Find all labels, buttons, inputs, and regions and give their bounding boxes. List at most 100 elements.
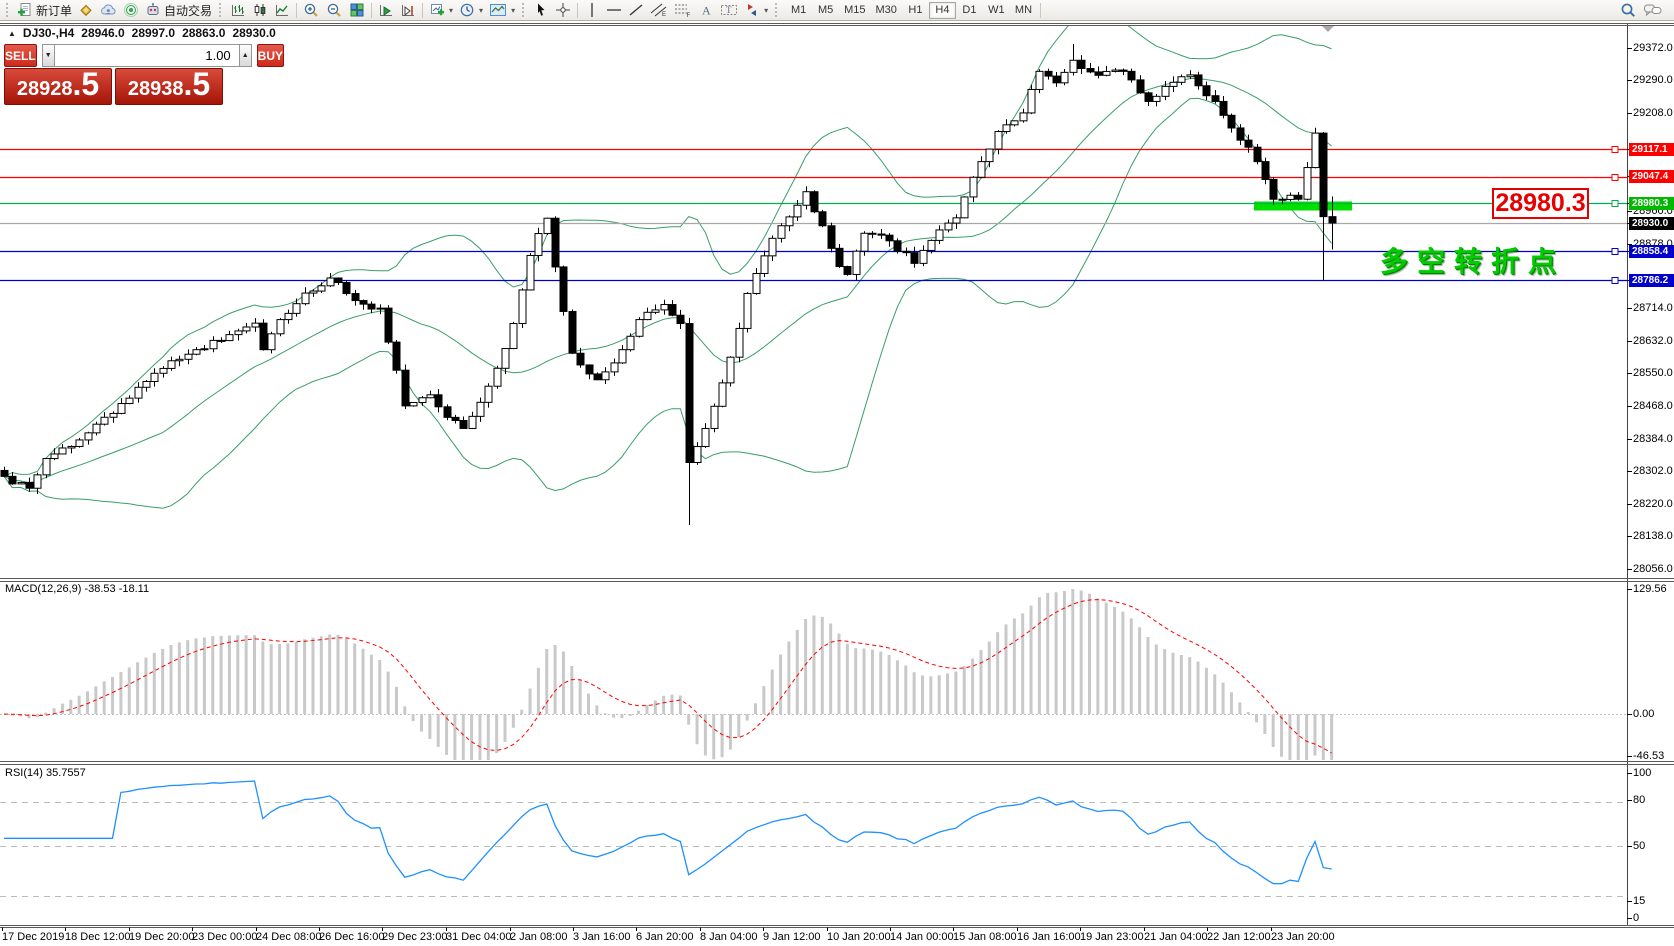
text-button[interactable]: A [695, 1, 717, 20]
autotrading-label: 自动交易 [164, 3, 213, 18]
volume-decrease-button[interactable]: ▼ [41, 44, 55, 67]
price-tick: 28302.0 [1633, 465, 1673, 477]
fibonacci-button[interactable]: F [671, 1, 695, 20]
new-order-button[interactable]: 新订单 [14, 1, 75, 20]
cursor-button[interactable] [530, 1, 552, 20]
time-label: 8 Jan 04:00 [700, 931, 758, 943]
time-label: 22 Jan 12:00 [1207, 931, 1271, 943]
dropdown-arrow-icon: ▾ [449, 5, 454, 15]
buy-button[interactable]: BUY [256, 44, 285, 67]
equidistant-channel-button[interactable]: E [647, 1, 671, 20]
time-label: 21 Jan 04:00 [1144, 931, 1208, 943]
macd-indicator-label: MACD(12,26,9) -38.53 -18.11 [5, 583, 150, 595]
timeframe-h4[interactable]: H4 [928, 1, 956, 19]
line-chart-button[interactable] [271, 1, 293, 20]
toolbar-separator [296, 2, 298, 18]
new-chart-button[interactable]: ▾ [426, 1, 456, 20]
green-zone-rectangle [1254, 201, 1352, 211]
macd-tick: 0.00 [1633, 708, 1655, 720]
svg-text:F: F [687, 13, 691, 18]
metaeditor-button[interactable] [75, 1, 97, 20]
search-icon [1621, 3, 1635, 17]
line-chart-icon [276, 5, 289, 16]
sell-price-button[interactable]: 28928.5 [4, 68, 112, 105]
crosshair-button[interactable] [552, 1, 574, 20]
zoom-out-button[interactable] [323, 1, 346, 20]
timeframe-m5[interactable]: M5 [817, 4, 834, 16]
volume-increase-button[interactable]: ▲ [238, 44, 252, 67]
time-label: 23 Jan 20:00 [1271, 931, 1335, 943]
new-order-icon [18, 3, 31, 16]
timeframe-m1[interactable]: M1 [790, 4, 807, 16]
arrows-icon [748, 4, 757, 16]
time-label: 16 Jan 16:00 [1017, 931, 1081, 943]
sell-button[interactable]: SELL [4, 44, 37, 67]
symbol-header: ▲ DJ30-,H4 28946.0 28997.0 28863.0 28930… [8, 26, 276, 40]
search-button[interactable] [1617, 1, 1640, 20]
symbol-name: DJ30-,H4 [22, 26, 75, 40]
volume-input[interactable] [54, 44, 239, 67]
horizontal-line-icon [607, 9, 622, 11]
svg-text:T: T [726, 5, 732, 15]
chart-shift-button[interactable] [397, 1, 419, 20]
timeframe-d1[interactable]: D1 [962, 4, 977, 16]
cursor-icon [538, 3, 545, 16]
crosshair-icon [556, 3, 571, 17]
price-tick: 29372.0 [1633, 42, 1673, 54]
candlestick-chart-button[interactable] [249, 1, 271, 20]
collapse-panel-arrow[interactable]: ▲ [8, 28, 16, 38]
price-chip: 28786.2 [1629, 273, 1674, 287]
bar-chart-button[interactable] [227, 1, 249, 20]
arrows-button[interactable]: ▾ [741, 1, 771, 20]
community-button[interactable] [97, 1, 120, 20]
vertical-line-icon [591, 3, 593, 17]
time-label: 29 Dec 23:00 [382, 931, 448, 943]
price-chip: 29047.4 [1629, 169, 1674, 183]
chat-icon [1644, 4, 1662, 17]
timeframe-h1[interactable]: H1 [908, 4, 923, 16]
autotrading-button[interactable]: 自动交易 [142, 1, 215, 20]
bar-open: 28946.0 [81, 26, 125, 40]
rsi-tick: 50 [1633, 840, 1646, 852]
horizontal-line-button[interactable] [603, 1, 625, 20]
chat-button[interactable] [1640, 1, 1666, 20]
turning-point-annotation[interactable]: 多空转折点 [1380, 246, 1566, 277]
templates-button[interactable]: ▾ [486, 1, 518, 20]
price-chip: 28930.0 [1629, 216, 1674, 230]
price-tick: 28220.0 [1633, 498, 1673, 510]
time-axis[interactable] [0, 928, 1627, 946]
chart-shift-icon [402, 5, 415, 17]
trendline-icon [629, 4, 643, 16]
time-label: 17 Dec 2019 [2, 931, 65, 943]
time-label: 18 Dec 12:00 [65, 931, 131, 943]
tile-windows-button[interactable] [346, 1, 368, 20]
toolbar-separator [1040, 2, 1042, 18]
vertical-line-button[interactable] [581, 1, 603, 20]
auto-scroll-button[interactable] [375, 1, 397, 20]
timeframe-m30[interactable]: M30 [875, 4, 897, 16]
sell-price-main: 28928 [16, 78, 73, 100]
price-level-annotation[interactable]: 28980.3 [1492, 188, 1589, 219]
periods-button[interactable]: ▾ [456, 1, 486, 20]
rsi-indicator-label: RSI(14) 35.7557 [5, 767, 86, 779]
rsi-tick: 100 [1633, 767, 1652, 779]
time-label: 9 Jan 12:00 [763, 931, 821, 943]
timeframe-m15[interactable]: M15 [844, 4, 866, 16]
zoom-out-icon [327, 3, 341, 17]
toolbar-grip [219, 3, 223, 17]
volume-control: ▼ ▲ [41, 44, 252, 67]
trendline-button[interactable] [625, 1, 647, 20]
signals-icon [124, 3, 139, 17]
zoom-in-button[interactable] [300, 1, 323, 20]
text-icon: A [702, 4, 711, 18]
text-label-button[interactable]: T [717, 1, 741, 20]
price-axis[interactable] [1628, 23, 1674, 926]
timeframe-mn[interactable]: MN [1014, 4, 1033, 16]
timeframe-w1[interactable]: W1 [988, 4, 1005, 16]
price-tick: 28550.0 [1633, 367, 1673, 379]
toolbar-separator [371, 2, 373, 18]
signals-button[interactable] [120, 1, 142, 20]
buy-price-button[interactable]: 28938.5 [115, 68, 223, 105]
buy-price-frac: .5 [183, 66, 211, 102]
